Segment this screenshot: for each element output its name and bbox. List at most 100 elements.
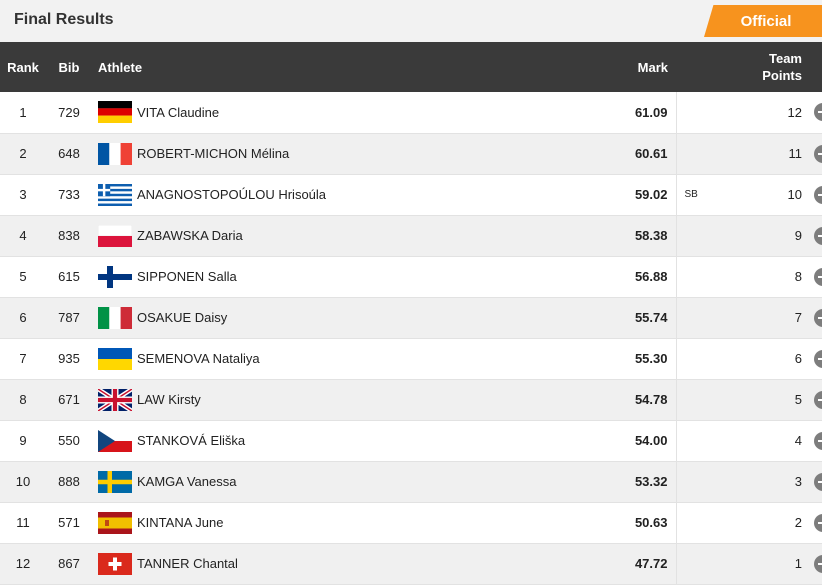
expand-cell [802,379,822,421]
expand-plus-icon[interactable] [814,349,822,368]
flag-spain-icon [98,511,132,534]
athlete-cell: KINTANA June [92,502,578,544]
athlete-name: KINTANA June [137,515,224,530]
athlete-name: SEMENOVA Nataliya [137,351,260,366]
flag-italy-icon [98,306,132,329]
expand-plus-icon[interactable] [814,431,822,450]
rank-cell: 1 [0,92,46,134]
note-cell [676,461,724,503]
athlete-cell: SIPPONEN Salla [92,256,578,298]
rank-cell: 10 [0,461,46,503]
bib-cell: 888 [46,461,92,503]
note-cell [676,379,724,421]
bib-cell: 571 [46,502,92,544]
column-header-athlete: Athlete [98,59,143,75]
mark-cell: 56.88 [578,256,677,298]
athlete-name: ZABAWSKA Daria [137,228,243,243]
table-row: 4 838 ZABAWSKA Daria 58.38 9 [0,215,822,257]
rank-cell: 8 [0,379,46,421]
rank-cell: 3 [0,174,46,216]
rank-cell: 11 [0,502,46,544]
athlete-cell: ROBERT-MICHON Mélina [92,133,578,175]
note-cell [676,256,724,298]
note-cell [676,133,724,175]
note-cell [676,420,724,462]
note-cell [676,297,724,339]
bib-cell: 729 [46,92,92,134]
expand-plus-icon[interactable] [814,472,822,491]
athlete-cell: OSAKUE Daisy [92,297,578,339]
official-status-badge: Official [704,5,822,37]
column-header-team-points: Team Points [724,42,802,92]
expand-plus-icon[interactable] [814,390,822,409]
expand-cell [802,92,822,134]
mark-cell: 54.78 [578,379,677,421]
mark-cell: 53.32 [578,461,677,503]
mark-cell: 60.61 [578,133,677,175]
mark-cell: 54.00 [578,420,677,462]
column-header-note [676,42,724,92]
column-header-rank: Rank [7,59,39,75]
expand-cell [802,338,822,380]
bib-cell: 787 [46,297,92,339]
expand-cell [802,174,822,216]
flag-switzerland-icon [98,552,132,575]
rank-cell: 2 [0,133,46,175]
table-row: 9 550 STANKOVÁ Eliška 54.00 4 [0,420,822,462]
expand-cell [802,461,822,503]
bib-cell: 733 [46,174,92,216]
table-row: 1 729 VITA Claudine 61.09 12 [0,92,822,134]
expand-cell [802,133,822,175]
flag-germany-icon [98,101,132,124]
team-points-header-line1: Team [769,51,802,66]
note-cell [676,215,724,257]
table-row: 12 867 TANNER Chantal 47.72 1 [0,543,822,585]
mark-cell: 55.30 [578,338,677,380]
mark-cell: 55.74 [578,297,677,339]
rank-cell: 9 [0,420,46,462]
team-points-cell: 7 [724,297,802,339]
bib-cell: 550 [46,420,92,462]
expand-plus-icon[interactable] [814,308,822,327]
athlete-cell: KAMGA Vanessa [92,461,578,503]
flag-ukraine-icon [98,347,132,370]
column-header-expand [802,42,822,92]
flag-great-britain-icon [98,388,132,411]
expand-plus-icon[interactable] [814,267,822,286]
team-points-cell: 8 [724,256,802,298]
bib-cell: 615 [46,256,92,298]
expand-plus-icon[interactable] [814,554,822,573]
athlete-cell: SEMENOVA Nataliya [92,338,578,380]
team-points-cell: 1 [724,543,802,585]
rank-cell: 7 [0,338,46,380]
athlete-name: OSAKUE Daisy [137,310,228,325]
team-points-cell: 10 [724,174,802,216]
athlete-name: KAMGA Vanessa [137,474,237,489]
expand-plus-icon[interactable] [814,226,822,245]
expand-cell [802,215,822,257]
team-points-cell: 9 [724,215,802,257]
expand-cell [802,297,822,339]
note-cell [676,543,724,585]
bib-cell: 935 [46,338,92,380]
team-points-cell: 4 [724,420,802,462]
team-points-cell: 6 [724,338,802,380]
expand-plus-icon[interactable] [814,513,822,532]
expand-plus-icon[interactable] [814,144,822,163]
column-header-bib: Bib [58,59,80,75]
flag-sweden-icon [98,470,132,493]
expand-plus-icon[interactable] [814,185,822,204]
table-row: 8 671 LAW Kirsty 54.78 5 [0,379,822,421]
mark-cell: 59.02 [578,174,677,216]
results-table: Rank Bib Athlete Mark Team Points 1 729 VI… [0,42,822,585]
results-topbar: Final Results Official [0,0,822,42]
team-points-cell: 2 [724,502,802,544]
team-points-cell: 3 [724,461,802,503]
athlete-name: ROBERT-MICHON Mélina [137,146,290,161]
table-row: 10 888 KAMGA Vanessa 53.32 3 [0,461,822,503]
table-row: 7 935 SEMENOVA Nataliya 55.30 6 [0,338,822,380]
mark-cell: 50.63 [578,502,677,544]
flag-france-icon [98,142,132,165]
flag-czech-republic-icon [98,429,132,452]
expand-plus-icon[interactable] [814,103,822,122]
